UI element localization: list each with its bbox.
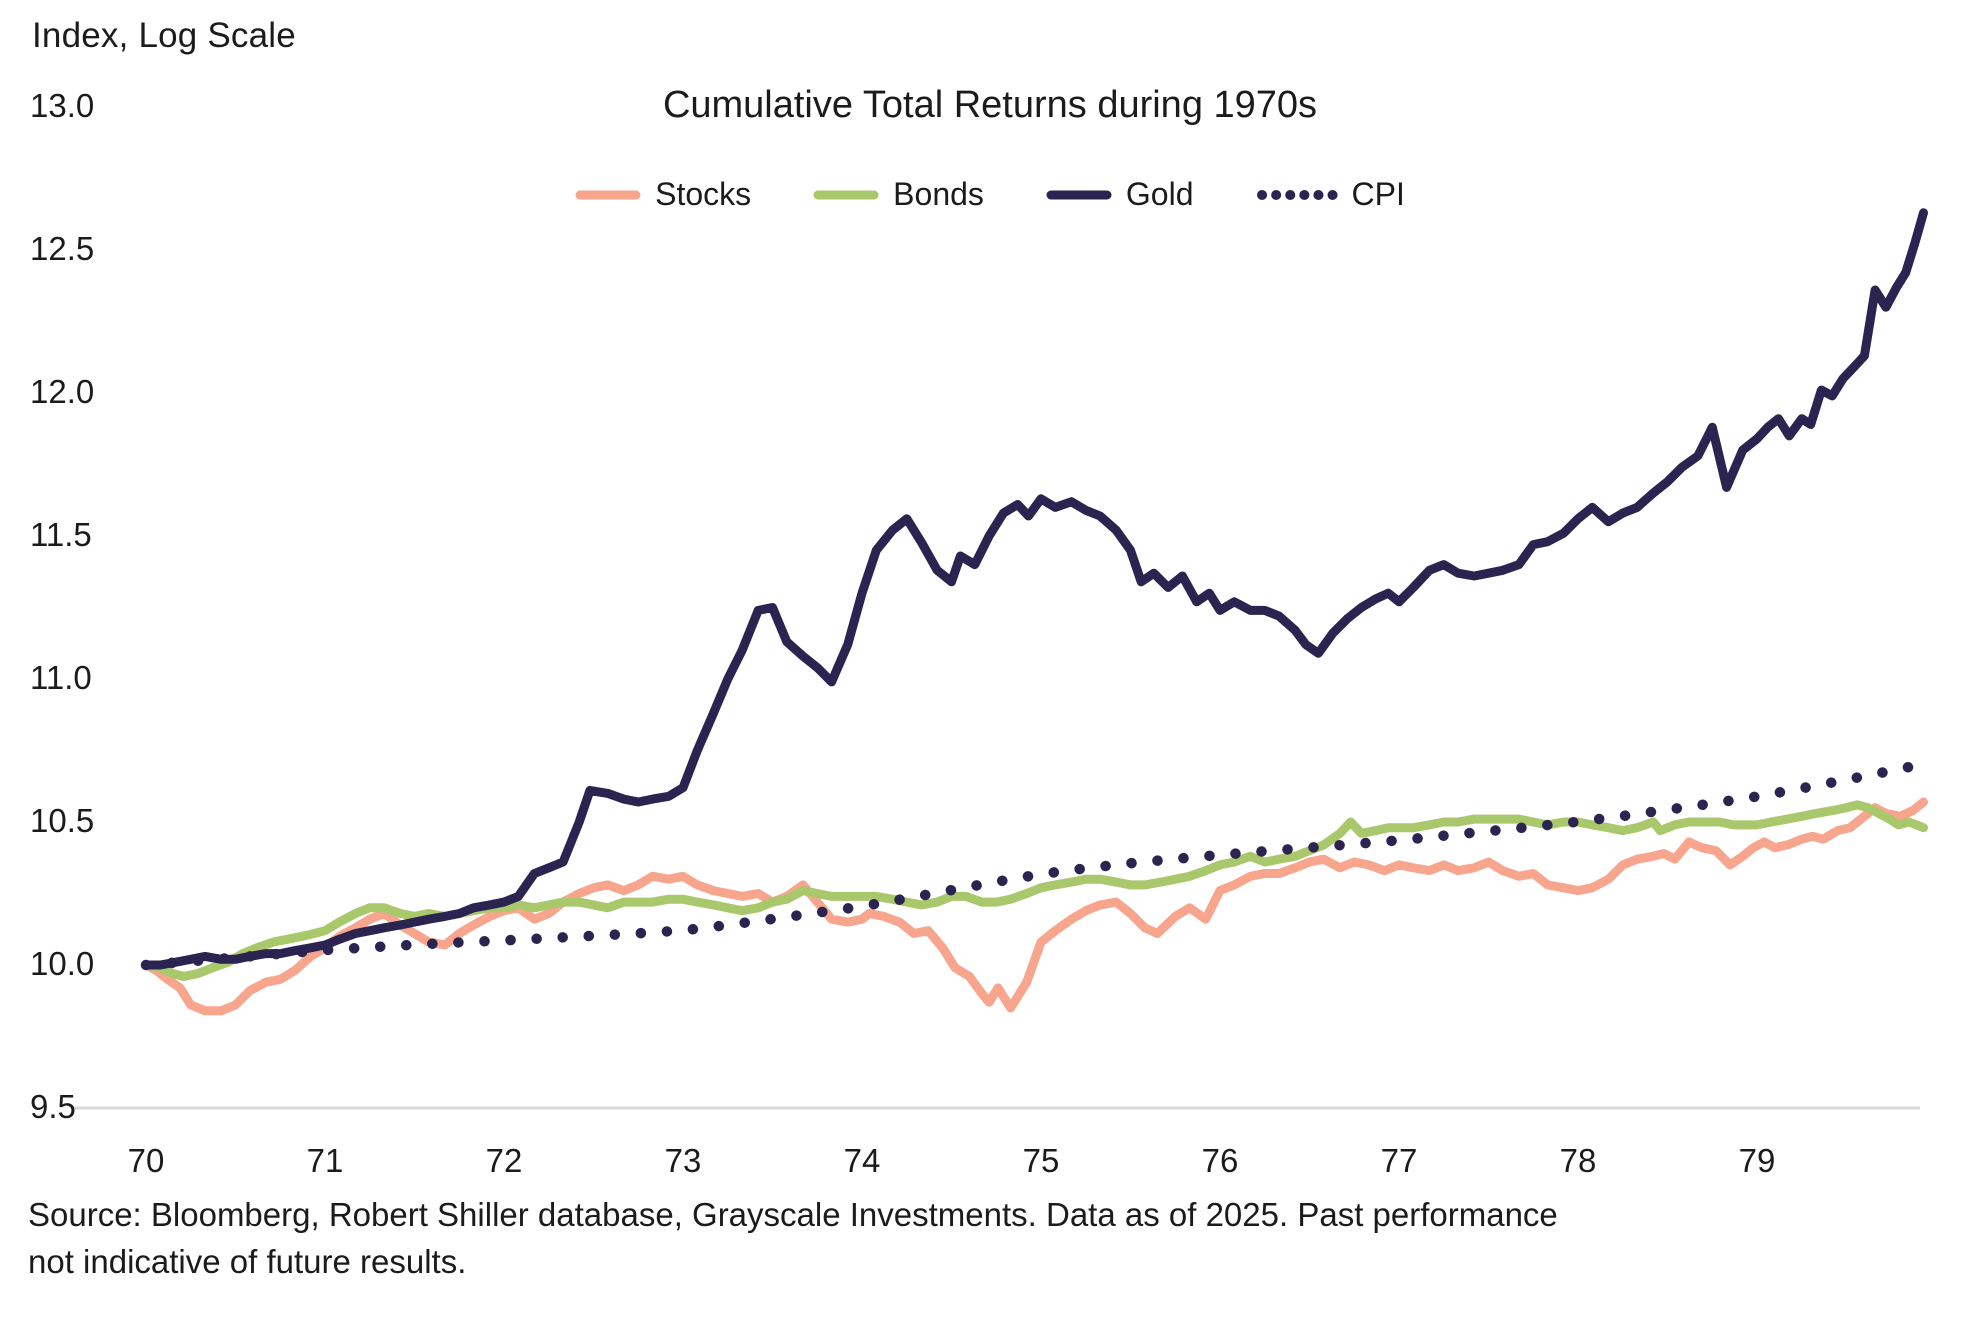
x-tick-label: 70: [127, 1142, 165, 1179]
y-tick-label: 11.5: [30, 516, 92, 553]
legend-item-gold: Gold: [1046, 176, 1194, 213]
legend-label-stocks: Stocks: [655, 176, 752, 212]
y-tick-label: 9.5: [30, 1088, 76, 1125]
y-tick-label: 12.5: [30, 230, 95, 267]
y-tick-label: 10.5: [30, 802, 95, 839]
x-tick-label: 77: [1380, 1142, 1418, 1179]
stocks-line-swatch-icon: [575, 190, 641, 199]
x-tick-label: 79: [1738, 1142, 1776, 1179]
y-tick-label: 12.0: [30, 373, 95, 410]
source-note-line2: not indicative of future results.: [28, 1242, 467, 1280]
chart-series-layer: [140, 208, 1929, 1016]
legend-label-cpi: CPI: [1351, 176, 1405, 212]
x-tick-label: 73: [664, 1142, 702, 1179]
y-tick-label: 11.0: [30, 659, 92, 696]
stocks-line: [141, 797, 1928, 1016]
y-tick-label: 13.0: [30, 87, 95, 124]
bonds-line-swatch-icon: [813, 190, 879, 199]
chart-title: Cumulative Total Returns during 1970s: [662, 84, 1318, 126]
x-tick-label: 76: [1201, 1142, 1239, 1179]
x-tick-label: 72: [485, 1142, 523, 1179]
x-tick-label: 71: [306, 1142, 344, 1179]
gold-line: [141, 208, 1928, 970]
gold-line-swatch-icon: [1046, 190, 1112, 199]
x-tick-label: 75: [1022, 1142, 1060, 1179]
x-tick-label: 74: [843, 1142, 881, 1179]
y-axis-title: Index, Log Scale: [32, 16, 296, 55]
legend-item-cpi: CPI: [1256, 176, 1405, 213]
legend-label-bonds: Bonds: [893, 176, 984, 212]
source-note-line1: Source: Bloomberg, Robert Shiller databa…: [28, 1196, 1558, 1233]
chart-legend: Stocks Bonds Gold CPI: [0, 176, 1980, 213]
legend-label-gold: Gold: [1125, 176, 1194, 212]
legend-item-bonds: Bonds: [813, 176, 984, 213]
x-tick-label: 78: [1559, 1142, 1597, 1179]
cpi-dotted-swatch-icon: [1256, 189, 1338, 200]
source-note: Source: Bloomberg, Robert Shiller databa…: [28, 1192, 1558, 1286]
y-tick-label: 10.0: [30, 945, 95, 982]
legend-item-stocks: Stocks: [575, 176, 751, 213]
